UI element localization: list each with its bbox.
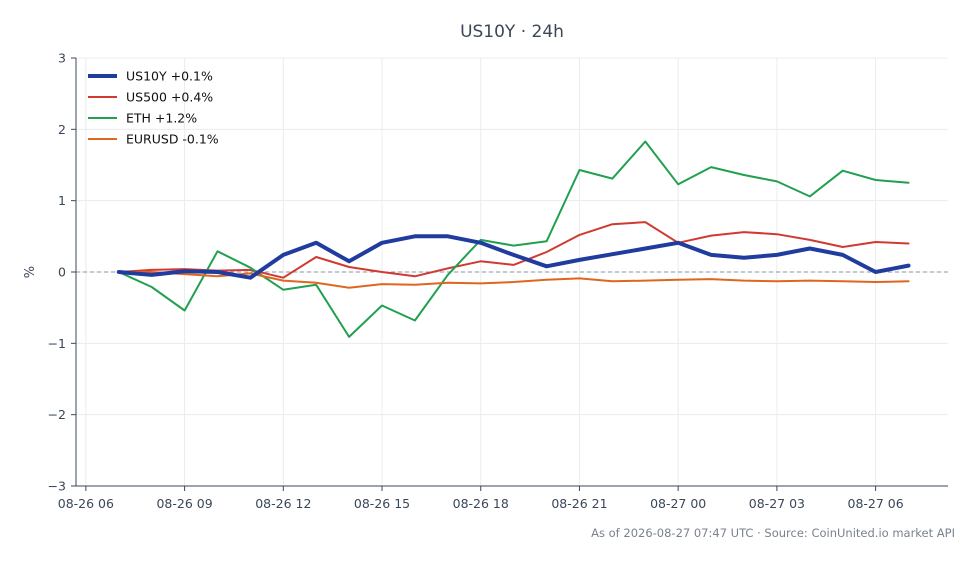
y-tick-label: −1 <box>48 336 66 351</box>
series-line-3 <box>117 271 910 289</box>
x-tick-label: 08-26 09 <box>156 496 212 511</box>
source-footnote: As of 2026-08-27 07:47 UTC · Source: Coi… <box>591 526 955 540</box>
y-tick-label: −3 <box>48 479 66 494</box>
x-tick-label: 08-27 06 <box>848 496 904 511</box>
y-axis-label: % <box>23 266 38 278</box>
series-lines <box>116 140 911 338</box>
y-tick-label: −2 <box>48 407 66 422</box>
legend-entry: US10Y +0.1% <box>126 69 213 84</box>
y-tick-label: 3 <box>58 51 66 66</box>
legend-entry: ETH +1.2% <box>126 111 197 126</box>
x-tick-label: 08-26 18 <box>453 496 509 511</box>
axes <box>71 57 948 491</box>
legend-entry: EURUSD -0.1% <box>126 132 219 147</box>
x-tick-labels: 08-26 06 08-26 09 08-26 12 08-26 15 08-26 18… <box>58 496 904 511</box>
y-tick-label: 0 <box>58 265 66 280</box>
y-tick-labels: 3 2 1 0 −1 −2 −3 <box>48 51 66 494</box>
chart-title: US10Y · 24h <box>460 22 564 42</box>
x-tick-label: 08-27 03 <box>749 496 805 511</box>
series-line-1 <box>117 221 910 279</box>
x-tick-label: 08-26 12 <box>255 496 311 511</box>
y-tick-label: 1 <box>58 193 66 208</box>
legend-entry: US500 +0.4% <box>126 90 213 105</box>
x-tick-label: 08-26 21 <box>551 496 607 511</box>
series-line-0 <box>116 234 911 280</box>
x-tick-label: 08-26 15 <box>354 496 410 511</box>
y-tick-label: 2 <box>58 122 66 137</box>
series-line-2 <box>117 140 910 338</box>
x-tick-label: 08-26 06 <box>58 496 114 511</box>
legend: US10Y +0.1% US500 +0.4% ETH +1.2% EURUSD -0… <box>88 69 219 147</box>
x-tick-label: 08-27 00 <box>650 496 706 511</box>
